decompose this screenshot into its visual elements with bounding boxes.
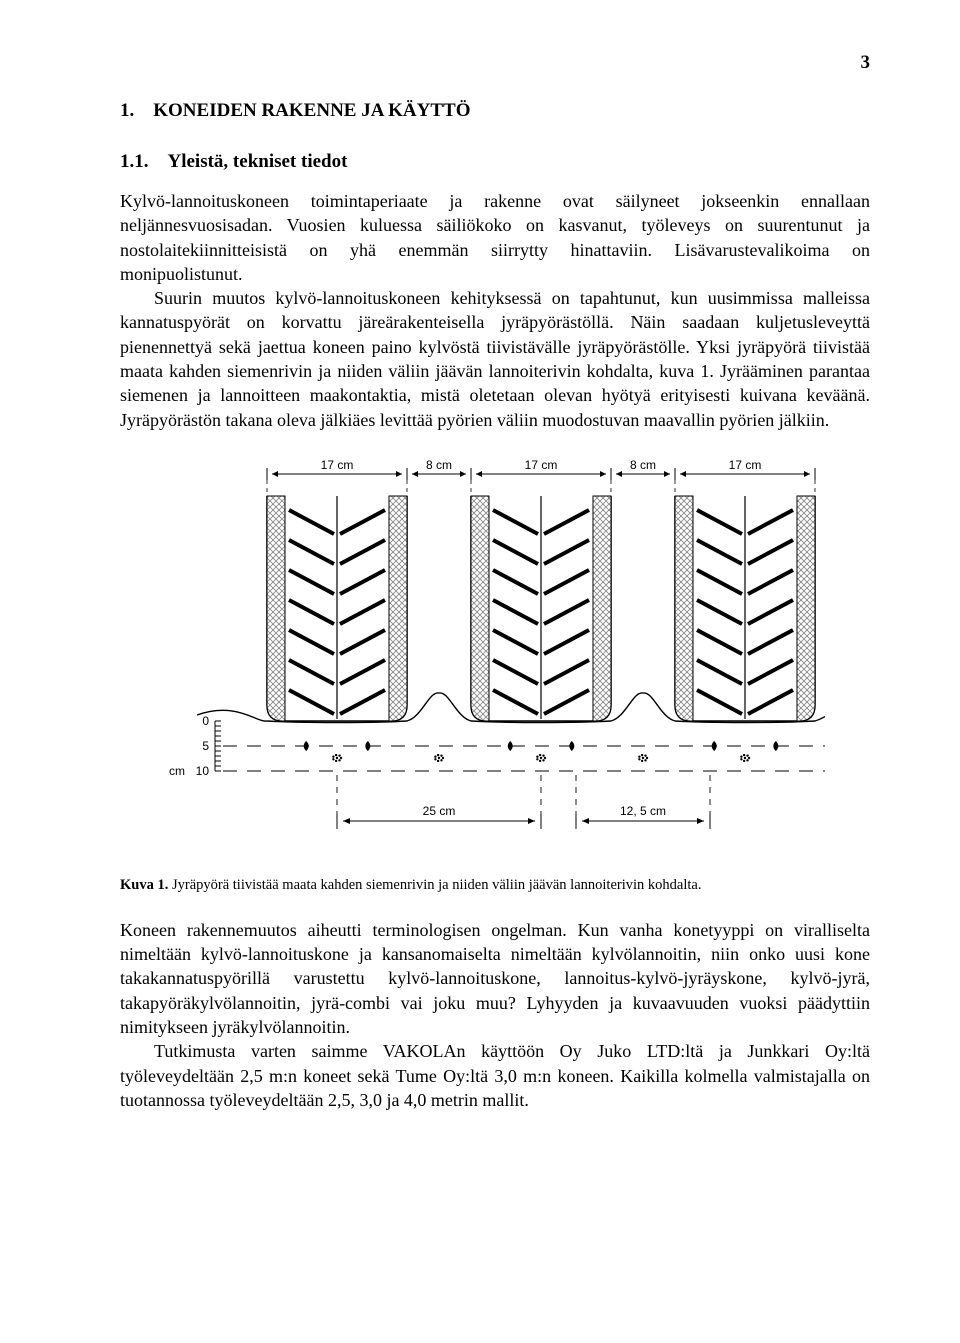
svg-text:10: 10 [196,764,210,778]
heading-2: 1.1. Yleistä, tekniset tiedot [120,149,870,175]
svg-text:17 cm: 17 cm [729,458,762,472]
caption-text: Jyräpyörä tiivistää maata kahden siemenr… [168,877,701,893]
svg-text:8 cm: 8 cm [630,458,656,472]
svg-text:5: 5 [202,739,209,753]
svg-text:cm: cm [169,764,185,778]
svg-text:25 cm: 25 cm [423,804,456,818]
page-number: 3 [120,50,870,76]
heading-1: 1. KONEIDEN RAKENNE JA KÄYTTÖ [120,98,870,124]
svg-text:0: 0 [202,714,209,728]
paragraph-4: Tutkimusta varten saimme VAKOLAn käyttöö… [120,1039,870,1112]
figure-caption: Kuva 1. Jyräpyörä tiivistää maata kahden… [120,876,870,896]
paragraph-2: Suurin muutos kylvö-lannoituskoneen kehi… [120,286,870,432]
body-text: Kylvö-lannoituskoneen toimintaperiaate j… [120,189,870,432]
svg-text:17 cm: 17 cm [525,458,558,472]
svg-text:17 cm: 17 cm [321,458,354,472]
caption-label: Kuva 1. [120,877,168,893]
figure-1: 17 cm 8 cm 17 cm 8 cm 17 cm 0 5 10 cm 25 cm 12, 5 … [165,456,825,862]
svg-text:12, 5 cm: 12, 5 cm [620,804,666,818]
figure-svg: 17 cm 8 cm 17 cm 8 cm 17 cm 0 5 10 cm 25 cm 12, 5 … [165,456,825,856]
paragraph-1: Kylvö-lannoituskoneen toimintaperiaate j… [120,189,870,286]
paragraph-3: Koneen rakennemuutos aiheutti terminolog… [120,918,870,1039]
svg-text:8 cm: 8 cm [426,458,452,472]
